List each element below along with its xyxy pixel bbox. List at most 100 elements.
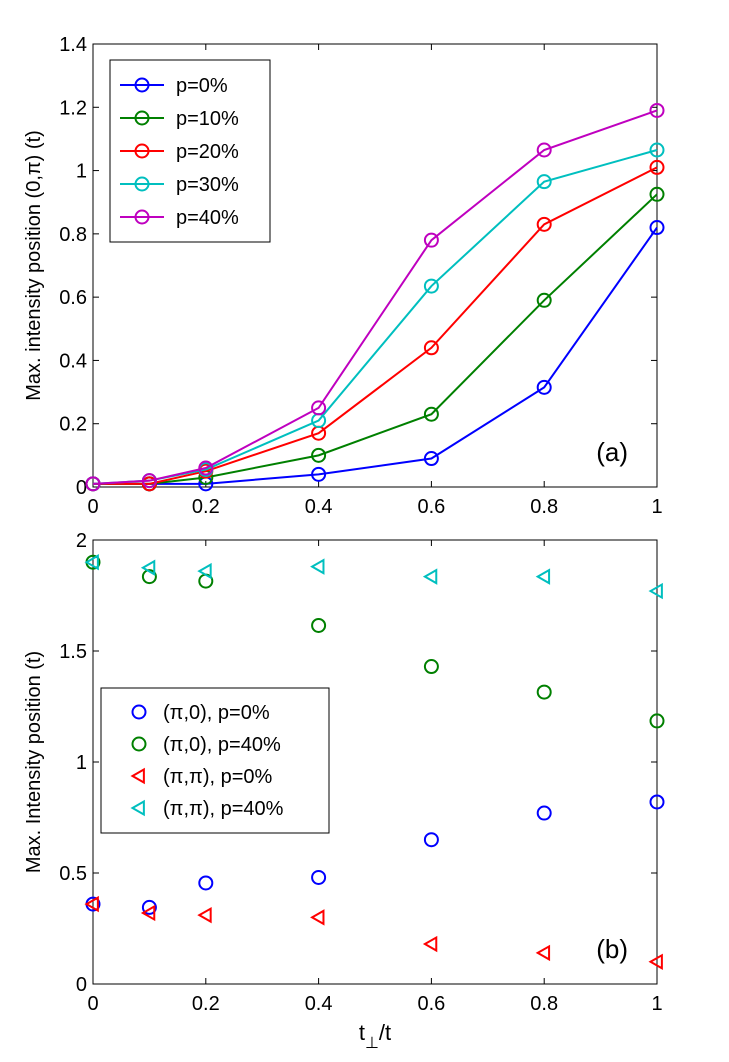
data-point xyxy=(649,159,665,175)
data-point xyxy=(84,895,99,913)
y-axis-label: Max. intensity position (0,π) (t) xyxy=(23,130,45,401)
data-point xyxy=(536,292,552,308)
x-tick-label: 0.2 xyxy=(192,496,220,518)
y-tick-label: 0.6 xyxy=(59,287,87,309)
x-tick-label: 1 xyxy=(651,993,662,1015)
x-tick-label: 0.4 xyxy=(305,496,333,518)
legend-label: p=30% xyxy=(176,174,239,196)
data-point xyxy=(311,466,327,482)
y-axis-label: Max. Intensity position (t) xyxy=(23,651,45,873)
y-tick-label: 1.4 xyxy=(59,34,87,56)
data-point xyxy=(423,340,439,356)
data-point xyxy=(423,832,439,848)
data-point xyxy=(649,102,665,118)
legend-marker xyxy=(134,143,150,159)
legend-label: p=40% xyxy=(176,207,239,229)
data-point xyxy=(649,794,665,810)
series-2 xyxy=(84,895,663,971)
y-tick-label: 2 xyxy=(76,530,87,552)
data-point xyxy=(648,953,663,971)
legend: (π,0), p=0% (π,0), p=40% (π,π), p=0% (π,π),… xyxy=(100,687,330,834)
y-tick-label: 0.5 xyxy=(59,863,87,885)
x-tick-label: 0.6 xyxy=(417,993,445,1015)
x-axis-label-part: /t xyxy=(379,1020,391,1045)
x-tick-label: 0.2 xyxy=(192,993,220,1015)
data-point xyxy=(535,568,551,585)
y-tick-label: 0 xyxy=(76,974,87,996)
legend-marker xyxy=(134,176,150,192)
legend-marker xyxy=(131,736,147,752)
legend-marker xyxy=(134,77,150,93)
data-point xyxy=(423,451,439,467)
x-tick-label: 0.8 xyxy=(530,496,558,518)
legend-label: (π,0), p=40% xyxy=(163,734,281,756)
y-tick-label: 0.8 xyxy=(59,224,87,246)
data-point xyxy=(649,142,665,158)
x-axis-label-part: t xyxy=(359,1020,365,1045)
legend-marker xyxy=(130,799,145,817)
data-point xyxy=(648,582,663,600)
data-point xyxy=(536,684,552,700)
panel-label: (a) xyxy=(596,437,628,467)
data-point xyxy=(198,875,214,891)
data-point xyxy=(536,142,552,158)
legend-label: p=0% xyxy=(176,75,228,97)
legend-marker xyxy=(134,209,150,225)
legend-label: p=20% xyxy=(176,141,239,163)
legend-marker xyxy=(134,110,150,126)
data-point xyxy=(536,174,552,190)
y-tick-label: 0.4 xyxy=(59,350,87,372)
x-tick-label: 0 xyxy=(87,993,98,1015)
x-tick-label: 0.8 xyxy=(530,993,558,1015)
y-tick-label: 0 xyxy=(76,477,87,499)
x-axis-label-part: ⊥ xyxy=(365,1035,379,1052)
series-3 xyxy=(84,553,663,600)
data-point xyxy=(649,713,665,729)
data-point xyxy=(84,553,99,571)
data-point xyxy=(141,473,157,489)
data-point xyxy=(535,944,551,962)
data-point xyxy=(423,278,439,294)
panel-label: (b) xyxy=(596,934,628,964)
data-point xyxy=(311,447,327,463)
legend-label: (π,0), p=0% xyxy=(163,702,270,724)
legend-marker xyxy=(131,704,147,720)
data-point xyxy=(197,906,212,924)
y-tick-label: 1 xyxy=(76,752,87,774)
legend-label: (π,π), p=0% xyxy=(163,766,273,788)
panel-a: 0 0.2 0.4 0.6 0.8 1 0 0.2 0.4 0.6 0.8 1 1.2 1.4 Max. i… xyxy=(23,34,665,518)
data-point xyxy=(422,935,438,953)
legend-box xyxy=(100,687,330,834)
series-4 xyxy=(85,102,665,492)
series-line xyxy=(92,109,658,485)
x-tick-label: 0.4 xyxy=(305,993,333,1015)
data-point xyxy=(141,899,157,915)
panel-b: 0 0.2 0.4 0.6 0.8 1 0 0.5 1 1.5 2 Max. Intensity po… xyxy=(23,530,665,1052)
data-point xyxy=(536,379,552,395)
x-tick-label: 0 xyxy=(87,496,98,518)
data-point xyxy=(311,617,327,633)
y-tick-label: 1 xyxy=(76,161,87,183)
series-2 xyxy=(85,159,665,492)
data-point xyxy=(423,232,439,248)
legend-label: p=10% xyxy=(176,108,239,130)
data-point xyxy=(649,220,665,236)
legend-label: (π,π), p=40% xyxy=(163,798,284,820)
x-axis-label: t⊥/t xyxy=(359,1020,391,1052)
series-1 xyxy=(85,554,665,729)
data-point xyxy=(422,568,438,585)
data-point xyxy=(197,562,212,580)
data-point xyxy=(423,659,439,675)
data-point xyxy=(141,569,157,585)
y-tick-label: 0.2 xyxy=(59,414,87,436)
data-point xyxy=(140,559,156,576)
legend: p=0% p=10% p=20% p=30% p=40% xyxy=(109,59,271,243)
data-point xyxy=(140,904,156,922)
data-point xyxy=(649,186,665,202)
series-line xyxy=(93,166,658,485)
x-tick-label: 1 xyxy=(651,496,662,518)
legend-marker xyxy=(130,767,145,785)
x-tick-label: 0.6 xyxy=(417,496,445,518)
data-point xyxy=(311,869,327,885)
data-point xyxy=(423,406,439,422)
